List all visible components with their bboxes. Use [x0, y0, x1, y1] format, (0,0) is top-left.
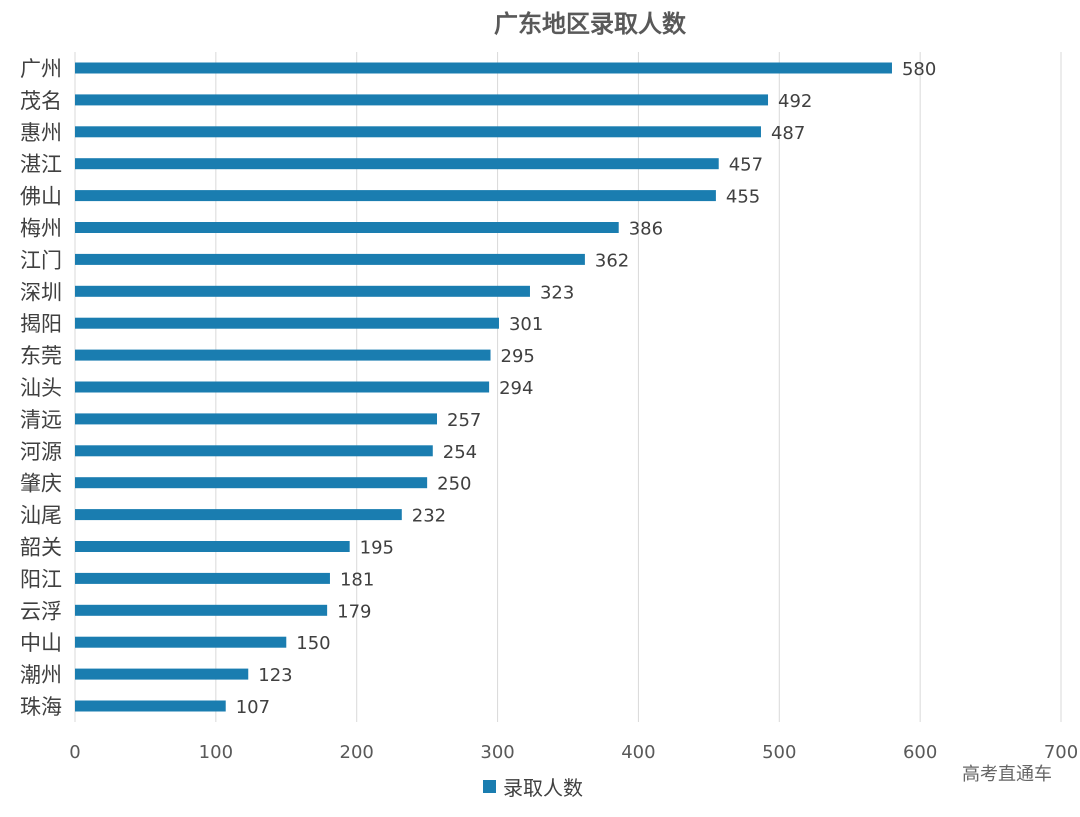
data-label: 123: [258, 665, 292, 686]
bar: [75, 509, 402, 521]
x-tick-label: 300: [480, 742, 514, 763]
bar: [75, 636, 287, 648]
category-label: 佛山: [20, 185, 62, 209]
category-label: 汕尾: [20, 504, 62, 528]
bar: [75, 700, 226, 712]
category-label: 云浮: [20, 599, 62, 623]
legend: 录取人数: [483, 776, 583, 800]
bar: [75, 158, 719, 170]
data-label: 250: [437, 474, 471, 495]
bar: [75, 572, 330, 584]
x-tick-label: 200: [340, 742, 374, 763]
bar: [75, 62, 892, 74]
category-label: 清远: [20, 408, 62, 432]
bar: [75, 285, 530, 297]
data-label: 362: [595, 250, 629, 271]
data-label: 301: [509, 314, 543, 335]
data-label: 107: [236, 697, 270, 718]
category-label: 广州: [20, 57, 62, 81]
data-label: 179: [337, 601, 371, 622]
data-label: 455: [726, 187, 760, 208]
bars: 广州 580 茂名 492 惠州 487 湛江 457 佛山 455 梅州 386 江门 362 深圳 323…: [20, 57, 936, 719]
bar: [75, 477, 428, 489]
x-tick-label: 600: [903, 742, 937, 763]
x-tick-label: 100: [199, 742, 233, 763]
category-label: 深圳: [20, 280, 62, 304]
data-label: 232: [412, 506, 446, 527]
category-label: 惠州: [20, 121, 62, 145]
data-label: 195: [360, 538, 394, 559]
bar: [75, 349, 491, 361]
category-label: 梅州: [20, 217, 62, 241]
bar: [75, 541, 350, 552]
category-label: 阳江: [20, 567, 62, 591]
category-label: 揭阳: [20, 312, 62, 336]
x-tick-label: 0: [69, 742, 80, 763]
category-label: 湛江: [20, 153, 62, 177]
bar: [75, 604, 328, 616]
data-label: 487: [771, 123, 805, 144]
bar: [75, 413, 438, 425]
category-label: 中山: [20, 631, 62, 655]
bar: [75, 126, 761, 138]
data-label: 181: [340, 569, 374, 590]
legend-label: 录取人数: [503, 776, 583, 800]
bar: [75, 317, 499, 329]
category-label: 肇庆: [20, 472, 62, 496]
category-label: 江门: [20, 248, 62, 272]
category-label: 韶关: [20, 536, 62, 560]
x-axis-ticks: 0 100 200 300 400 500 600 700: [69, 742, 1078, 763]
x-tick-label: 400: [621, 742, 655, 763]
data-label: 386: [629, 219, 663, 240]
category-label: 潮州: [20, 663, 62, 687]
data-label: 457: [729, 155, 763, 176]
data-label: 254: [443, 442, 477, 463]
category-label: 河源: [20, 440, 62, 464]
category-label: 珠海: [20, 695, 62, 719]
data-label: 295: [501, 346, 535, 367]
data-label: 294: [499, 378, 533, 399]
data-label: 492: [778, 91, 812, 112]
x-tick-label: 700: [1044, 742, 1078, 763]
bar: [75, 381, 490, 393]
x-tick-label: 500: [762, 742, 796, 763]
bar: [75, 445, 433, 457]
category-label: 茂名: [20, 89, 62, 113]
data-label: 323: [540, 282, 574, 303]
bar: [75, 253, 585, 265]
bar: [75, 94, 769, 106]
category-label: 东莞: [20, 344, 62, 368]
bar: [75, 668, 249, 680]
bar: [75, 190, 716, 202]
data-label: 580: [902, 59, 936, 80]
chart-title: 广东地区录取人数: [494, 10, 687, 38]
data-label: 257: [447, 410, 481, 431]
bar: [75, 222, 619, 233]
category-label: 汕头: [20, 376, 62, 400]
legend-swatch: [483, 780, 496, 793]
watermark: 高考直通车: [962, 764, 1052, 785]
data-label: 150: [296, 633, 330, 654]
